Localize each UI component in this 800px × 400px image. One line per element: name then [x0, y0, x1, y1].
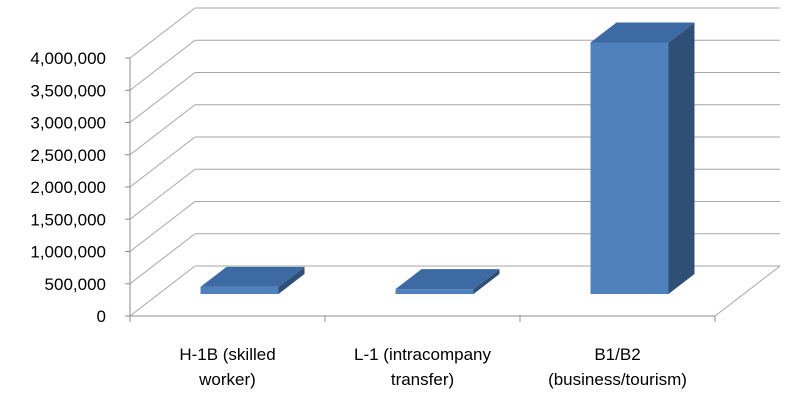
- category-label: L-1 (intracompany transfer): [354, 345, 492, 389]
- y-tick-label: 1,000,000: [30, 243, 106, 262]
- gridline-left-wall: [129, 168, 196, 220]
- bar-top-face: [590, 22, 695, 43]
- gridline-left-wall: [129, 72, 196, 123]
- gridline-left-wall: [129, 104, 196, 156]
- bar-front-face: [395, 289, 474, 294]
- y-tick-label: 0: [97, 307, 106, 326]
- bar-front-face: [200, 286, 279, 294]
- y-axis-tick-labels: 0 500,000 1,000,000 1,500,000 2,000,000 2,500…: [30, 49, 106, 326]
- axes: [125, 57, 781, 322]
- category-label-line: H-1B (skilled: [179, 345, 275, 364]
- y-tick-label: 500,000: [45, 275, 106, 294]
- gridline-left-wall: [129, 39, 196, 91]
- x-axis-category-labels: H-1B (skilled worker) L-1 (intracompany tra…: [179, 345, 687, 389]
- bar-3: [590, 22, 695, 295]
- bar-side-face: [278, 266, 305, 294]
- category-label-line: transfer): [391, 370, 454, 389]
- y-tick-label: 2,500,000: [30, 146, 106, 165]
- bar-top-face: [395, 269, 500, 290]
- y-tick-label: 3,500,000: [30, 81, 106, 100]
- category-label-line: (business/tourism): [548, 370, 687, 389]
- category-label-line: worker): [198, 370, 256, 389]
- bar-front-face: [590, 42, 669, 295]
- gridline-left-wall: [129, 265, 196, 317]
- category-label: H-1B (skilled worker): [179, 345, 275, 389]
- y-tick-label: 1,500,000: [30, 210, 106, 229]
- gridline-left-wall: [129, 233, 196, 285]
- bar-side-face: [473, 269, 500, 294]
- bar-side-face: [668, 22, 695, 294]
- bar-2: [395, 269, 500, 294]
- gridline-left-wall: [129, 201, 196, 252]
- category-label-line: L-1 (intracompany: [354, 345, 492, 364]
- gridline-left-wall: [129, 136, 196, 188]
- category-label-line: B1/B2: [594, 345, 640, 364]
- category-label: B1/B2 (business/tourism): [548, 345, 687, 389]
- bars: [200, 22, 695, 295]
- y-tick-label: 4,000,000: [30, 49, 106, 68]
- y-tick-label: 3,000,000: [30, 114, 106, 133]
- floor-right-edge: [714, 265, 781, 317]
- bar-1: [200, 266, 305, 294]
- bar-top-face: [200, 266, 305, 287]
- gridline-left-wall: [129, 7, 196, 59]
- y-tick-label: 2,000,000: [30, 178, 106, 197]
